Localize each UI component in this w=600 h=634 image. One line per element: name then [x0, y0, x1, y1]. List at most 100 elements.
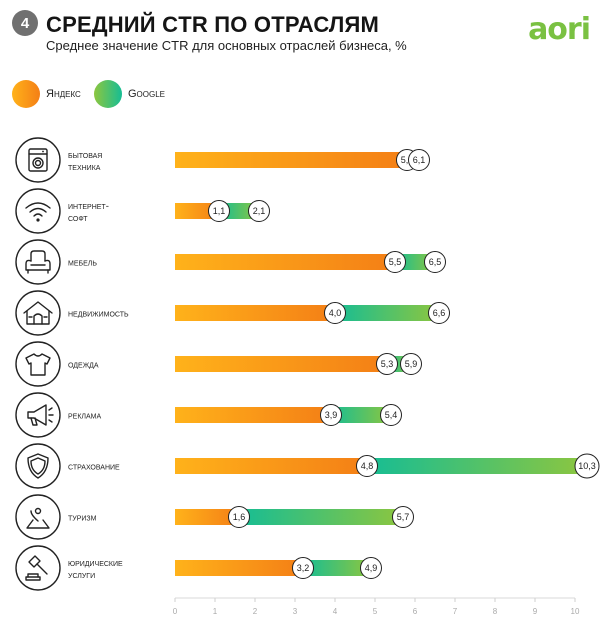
- value-label-yandex: 5,3: [381, 359, 394, 369]
- category-label: мебель: [68, 258, 97, 269]
- aori-logo: aori: [528, 12, 591, 47]
- legend-item-yandex: Яндекс: [12, 80, 81, 108]
- bar-yandex: [175, 560, 303, 576]
- x-tick-label: 6: [413, 607, 418, 616]
- wifi-icon: [25, 202, 51, 222]
- value-marker-yandex: [324, 302, 346, 324]
- category-label-line: бытовая: [68, 150, 102, 161]
- value-marker-yandex: [292, 557, 314, 579]
- value-label-yandex: 3,9: [325, 410, 338, 420]
- category-icon-circle: [15, 392, 61, 438]
- bar-yandex: [175, 407, 331, 423]
- category-label-line: интернет-: [68, 201, 109, 212]
- chart-row: туризм 1,6 5,7: [15, 494, 414, 540]
- x-tick-label: 2: [253, 607, 258, 616]
- value-label-yandex: 4,0: [329, 308, 342, 318]
- section-number-badge: 4: [12, 10, 38, 36]
- value-marker-yandex: [208, 200, 230, 222]
- x-tick-label: 4: [333, 607, 338, 616]
- value-label-yandex: 5,8: [401, 155, 414, 165]
- bar-google: [303, 560, 371, 576]
- map-pin-icon: [26, 507, 50, 529]
- value-marker-google: [400, 353, 422, 375]
- category-label: туризм: [68, 513, 97, 524]
- value-label-google: 2,1: [253, 206, 266, 216]
- bar-yandex: [175, 509, 239, 525]
- category-label: бытовая техника: [68, 150, 102, 173]
- value-label-google: 5,4: [385, 410, 398, 420]
- legend-swatch-yandex: [12, 80, 40, 108]
- value-marker-google: [428, 302, 450, 324]
- gavel-icon: [25, 555, 48, 581]
- tshirt-icon: [25, 353, 51, 376]
- category-label-line: реклама: [68, 411, 102, 422]
- category-label: одежда: [68, 360, 99, 371]
- bar-google: [335, 305, 439, 321]
- value-label-yandex: 3,2: [297, 563, 310, 573]
- category-label-line: техника: [68, 162, 101, 173]
- category-icon-circle: [15, 188, 61, 234]
- x-tick-label: 10: [571, 607, 580, 616]
- value-marker-yandex: [320, 404, 342, 426]
- x-tick-label: 5: [373, 607, 378, 616]
- bar-yandex: [175, 203, 219, 219]
- value-marker-google: [408, 149, 430, 171]
- value-marker-yandex: [376, 353, 398, 375]
- x-tick-label: 8: [493, 607, 498, 616]
- chart-row: страхование 4,8 10,3: [15, 443, 600, 489]
- x-tick-label: 1: [213, 607, 218, 616]
- value-marker-google: [360, 557, 382, 579]
- chart-subtitle: Среднее значение CTR для основных отрасл…: [46, 38, 407, 53]
- chart-row: интернет-софт 1,1 2,1: [15, 188, 270, 234]
- category-label: недвижимость: [68, 309, 129, 320]
- bar-yandex: [175, 458, 367, 474]
- legend-label-google: Google: [128, 88, 166, 100]
- category-icon-circle: [15, 545, 61, 591]
- value-label-google: 6,5: [429, 257, 442, 267]
- category-icon-circle: [15, 290, 61, 336]
- category-label-line: софт: [68, 213, 88, 224]
- value-label-yandex: 4,8: [361, 461, 374, 471]
- shield-icon: [27, 453, 49, 479]
- category-label-line: мебель: [68, 258, 97, 269]
- category-label-line: недвижимость: [68, 309, 129, 320]
- category-label: страхование: [68, 462, 120, 473]
- bar-yandex: [175, 152, 407, 168]
- value-label-google: 10,3: [578, 461, 596, 471]
- value-marker-yandex: [228, 506, 250, 528]
- category-icon-circle: [15, 239, 61, 285]
- chart-row: реклама 3,9 5,4: [15, 392, 402, 438]
- bar-yandex: [175, 254, 395, 270]
- x-tick-label: 9: [533, 607, 538, 616]
- washing-machine-icon: [28, 148, 48, 172]
- value-marker-yandex: [384, 251, 406, 273]
- chart-row: одежда 5,3 5,9: [15, 341, 422, 387]
- value-label-yandex: 1,1: [213, 206, 226, 216]
- category-label-line: туризм: [68, 513, 97, 524]
- category-label: реклама: [68, 411, 102, 422]
- value-marker-google: [574, 453, 600, 479]
- value-label-google: 5,9: [405, 359, 418, 369]
- bar-google: [331, 407, 391, 423]
- category-label: интернет-софт: [68, 201, 109, 224]
- value-label-google: 5,7: [397, 512, 410, 522]
- bar-yandex: [175, 305, 335, 321]
- value-label-yandex: 5,5: [389, 257, 402, 267]
- category-label-line: юридические: [68, 558, 123, 569]
- x-tick-label: 0: [173, 607, 178, 616]
- value-marker-google: [380, 404, 402, 426]
- category-label-line: одежда: [68, 360, 99, 371]
- legend-item-google: Google: [94, 80, 165, 108]
- bar-google: [367, 458, 587, 474]
- armchair-icon: [25, 250, 51, 274]
- house-icon: [23, 301, 53, 325]
- bar-yandex: [175, 356, 387, 372]
- category-label: юридические услуги: [68, 558, 123, 581]
- category-icon-circle: [15, 443, 61, 489]
- value-marker-yandex: [356, 455, 378, 477]
- legend-label-yandex: Яндекс: [46, 88, 81, 100]
- value-label-yandex: 1,6: [233, 512, 246, 522]
- chart-row: недвижимость 4,0 6,6: [15, 290, 450, 336]
- chart-row: мебель 5,5 6,5: [15, 239, 446, 285]
